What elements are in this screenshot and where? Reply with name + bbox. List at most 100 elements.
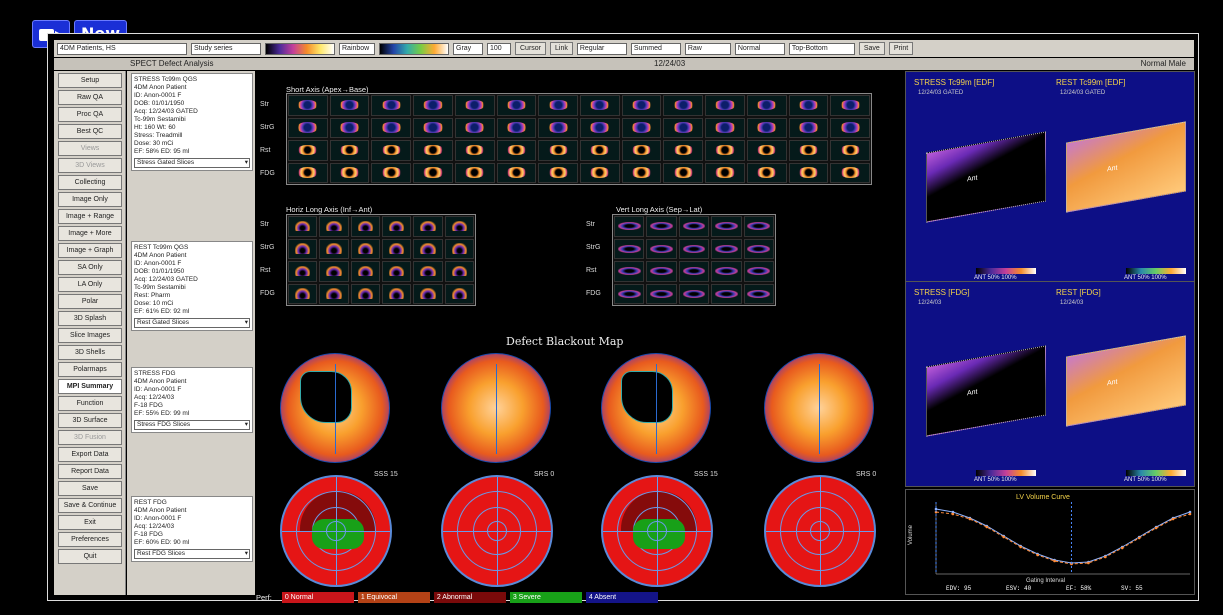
slice-thumbnail[interactable] — [496, 95, 537, 116]
slice-thumbnail[interactable] — [663, 162, 704, 183]
slice-thumbnail[interactable] — [454, 140, 495, 161]
slice-thumbnail[interactable] — [614, 261, 645, 282]
nav-button[interactable]: 3D Splash — [58, 311, 122, 326]
slice-thumbnail[interactable] — [705, 162, 745, 183]
slice-thumbnail[interactable] — [646, 283, 677, 304]
slice-thumbnail[interactable] — [743, 283, 774, 304]
slice-thumbnail[interactable] — [288, 261, 318, 282]
bullseye-stress[interactable] — [280, 475, 392, 587]
slice-thumbnail[interactable] — [678, 238, 710, 259]
nav-button[interactable]: Proc QA — [58, 107, 122, 122]
slice-thumbnail[interactable] — [614, 283, 645, 304]
slice-thumbnail[interactable] — [444, 216, 474, 237]
nav-button[interactable]: MPI Summary — [58, 379, 122, 394]
slice-thumbnail[interactable] — [788, 117, 829, 138]
slice-thumbnail[interactable] — [329, 117, 370, 138]
nav-button[interactable]: Save — [58, 481, 122, 496]
nav-button[interactable]: Collecting — [58, 175, 122, 190]
slice-thumbnail[interactable] — [678, 216, 710, 237]
slice-thumbnail[interactable] — [288, 95, 328, 116]
slice-thumbnail[interactable] — [746, 162, 787, 183]
slice-thumbnail[interactable] — [413, 238, 443, 259]
slice-thumbnail[interactable] — [413, 283, 443, 304]
slice-thumbnail[interactable] — [382, 283, 412, 304]
slice-thumbnail[interactable] — [678, 283, 710, 304]
normal-select[interactable]: Normal — [734, 42, 785, 55]
nav-button[interactable]: Setup — [58, 73, 122, 88]
slice-thumbnail[interactable] — [830, 140, 870, 161]
slice-thumbnail[interactable] — [711, 283, 742, 304]
slice-thumbnail[interactable] — [580, 95, 620, 116]
slice-thumbnail[interactable] — [444, 238, 474, 259]
slice-thumbnail[interactable] — [580, 140, 620, 161]
slice-thumbnail[interactable] — [743, 216, 774, 237]
slice-thumbnail[interactable] — [413, 95, 453, 116]
slice-select[interactable]: Rest Gated Slices — [134, 318, 250, 328]
slice-thumbnail[interactable] — [413, 140, 453, 161]
slice-thumbnail[interactable] — [646, 238, 677, 259]
nav-button[interactable]: Polar — [58, 294, 122, 309]
print-button[interactable]: Print — [888, 42, 914, 55]
slice-thumbnail[interactable] — [329, 95, 370, 116]
lv-surface-stress-fdg[interactable]: Ant — [926, 345, 1046, 437]
colormap-bar-2[interactable] — [379, 42, 449, 55]
slice-thumbnail[interactable] — [614, 216, 645, 237]
nav-button[interactable]: Export Data — [58, 447, 122, 462]
slice-thumbnail[interactable] — [496, 140, 537, 161]
raw-select[interactable]: Raw — [684, 42, 731, 55]
slice-thumbnail[interactable] — [621, 117, 662, 138]
slice-thumbnail[interactable] — [743, 238, 774, 259]
nav-button[interactable]: Slice Images — [58, 328, 122, 343]
slice-thumbnail[interactable] — [413, 117, 453, 138]
slice-select[interactable]: Rest FDG Slices — [134, 549, 250, 559]
slice-thumbnail[interactable] — [371, 117, 412, 138]
colormap-select-2[interactable]: Gray — [453, 42, 483, 55]
patient-select[interactable]: 4DM Patients, HS — [57, 42, 187, 55]
lv-surface-rest[interactable]: Ant — [1066, 121, 1186, 213]
slice-thumbnail[interactable] — [621, 140, 662, 161]
slice-thumbnail[interactable] — [705, 117, 745, 138]
slice-thumbnail[interactable] — [288, 140, 328, 161]
slice-thumbnail[interactable] — [288, 283, 318, 304]
nav-button[interactable]: 3D Surface — [58, 413, 122, 428]
slice-thumbnail[interactable] — [319, 238, 349, 259]
slice-thumbnail[interactable] — [382, 238, 412, 259]
nav-button[interactable]: Preferences — [58, 532, 122, 547]
nav-button[interactable]: SA Only — [58, 260, 122, 275]
nav-button[interactable]: 3D Views — [58, 158, 122, 173]
nav-button[interactable]: Function — [58, 396, 122, 411]
slice-thumbnail[interactable] — [288, 238, 318, 259]
colormap-select-1[interactable]: Rainbow — [339, 42, 375, 55]
nav-button[interactable]: Image Only — [58, 192, 122, 207]
slice-thumbnail[interactable] — [288, 117, 328, 138]
slice-thumbnail[interactable] — [663, 140, 704, 161]
nav-button[interactable]: Image + Graph — [58, 243, 122, 258]
slice-thumbnail[interactable] — [538, 162, 578, 183]
nav-button[interactable]: 3D Fusion — [58, 430, 122, 445]
slice-thumbnail[interactable] — [614, 238, 645, 259]
polar-map-stress[interactable] — [280, 353, 390, 463]
slice-thumbnail[interactable] — [746, 95, 787, 116]
nav-button[interactable]: LA Only — [58, 277, 122, 292]
slice-thumbnail[interactable] — [413, 216, 443, 237]
save-button[interactable]: Save — [858, 42, 885, 55]
slice-thumbnail[interactable] — [329, 162, 370, 183]
slice-thumbnail[interactable] — [454, 162, 495, 183]
slice-thumbnail[interactable] — [382, 216, 412, 237]
slice-thumbnail[interactable] — [788, 140, 829, 161]
slice-thumbnail[interactable] — [496, 162, 537, 183]
slice-thumbnail[interactable] — [678, 261, 710, 282]
orientation-select[interactable]: Top-Bottom — [788, 42, 855, 55]
slice-thumbnail[interactable] — [454, 117, 495, 138]
volume-curve-panel[interactable]: LV Volume Curve Gating Interval Volume E… — [905, 489, 1195, 595]
nav-button[interactable]: Raw QA — [58, 90, 122, 105]
slice-thumbnail[interactable] — [538, 140, 578, 161]
hla-grid[interactable] — [286, 214, 476, 306]
slice-thumbnail[interactable] — [711, 261, 742, 282]
nav-button[interactable]: Quit — [58, 549, 122, 564]
slice-thumbnail[interactable] — [621, 162, 662, 183]
short-axis-grid[interactable] — [286, 93, 872, 185]
slice-thumbnail[interactable] — [444, 261, 474, 282]
surface-panel-gated[interactable]: STRESS Tc99m [EDF] 12/24/03 GATED REST T… — [905, 71, 1195, 283]
slice-thumbnail[interactable] — [830, 162, 870, 183]
